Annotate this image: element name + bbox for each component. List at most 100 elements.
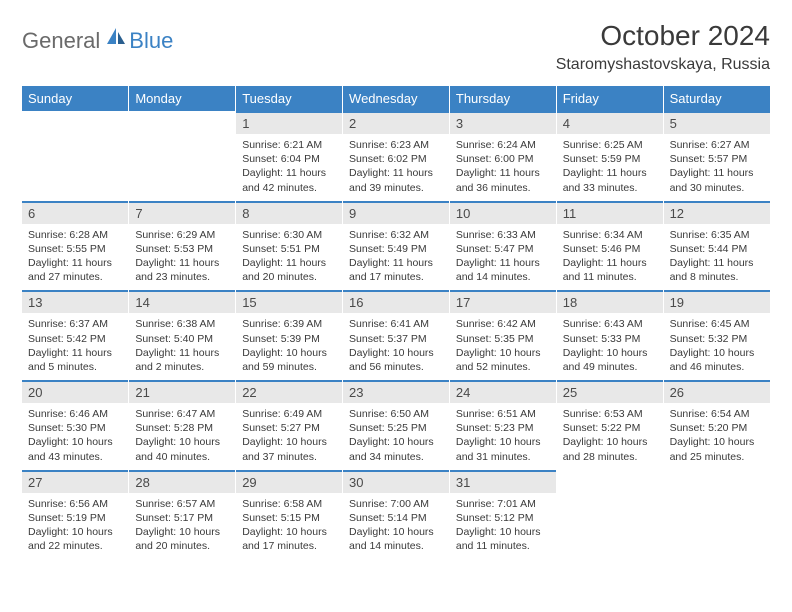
- logo-text-blue: Blue: [129, 28, 173, 54]
- day-number: 11: [557, 201, 663, 224]
- day-number: 2: [343, 111, 449, 134]
- day-number: 10: [450, 201, 556, 224]
- day-content: Sunrise: 6:50 AMSunset: 5:25 PMDaylight:…: [343, 403, 449, 470]
- calendar-day-cell: 10Sunrise: 6:33 AMSunset: 5:47 PMDayligh…: [449, 201, 556, 291]
- day-number: 6: [22, 201, 128, 224]
- day-content: Sunrise: 6:33 AMSunset: 5:47 PMDaylight:…: [450, 224, 556, 291]
- day-number: 22: [236, 380, 342, 403]
- calendar-day-cell: 5Sunrise: 6:27 AMSunset: 5:57 PMDaylight…: [663, 111, 770, 201]
- title-block: October 2024 Staromyshastovskaya, Russia: [556, 20, 770, 74]
- calendar-week-row: 20Sunrise: 6:46 AMSunset: 5:30 PMDayligh…: [22, 380, 770, 470]
- weekday-header: Saturday: [663, 86, 770, 111]
- day-number: 9: [343, 201, 449, 224]
- day-number: 28: [129, 470, 235, 493]
- calendar-day-cell: 30Sunrise: 7:00 AMSunset: 5:14 PMDayligh…: [343, 470, 450, 560]
- day-content: Sunrise: 6:47 AMSunset: 5:28 PMDaylight:…: [129, 403, 235, 470]
- day-content: Sunrise: 6:54 AMSunset: 5:20 PMDaylight:…: [664, 403, 770, 470]
- calendar-table: SundayMondayTuesdayWednesdayThursdayFrid…: [22, 86, 770, 559]
- day-number: 1: [236, 111, 342, 134]
- day-content: Sunrise: 6:25 AMSunset: 5:59 PMDaylight:…: [557, 134, 663, 201]
- day-content: Sunrise: 6:37 AMSunset: 5:42 PMDaylight:…: [22, 313, 128, 380]
- month-title: October 2024: [556, 20, 770, 52]
- day-content: Sunrise: 6:28 AMSunset: 5:55 PMDaylight:…: [22, 224, 128, 291]
- calendar-day-cell: 15Sunrise: 6:39 AMSunset: 5:39 PMDayligh…: [236, 290, 343, 380]
- calendar-day-cell: 27Sunrise: 6:56 AMSunset: 5:19 PMDayligh…: [22, 470, 129, 560]
- day-content: Sunrise: 6:46 AMSunset: 5:30 PMDaylight:…: [22, 403, 128, 470]
- calendar-day-cell: 16Sunrise: 6:41 AMSunset: 5:37 PMDayligh…: [343, 290, 450, 380]
- location: Staromyshastovskaya, Russia: [556, 56, 770, 74]
- day-content: Sunrise: 6:51 AMSunset: 5:23 PMDaylight:…: [450, 403, 556, 470]
- calendar-day-cell: 25Sunrise: 6:53 AMSunset: 5:22 PMDayligh…: [556, 380, 663, 470]
- calendar-week-row: 13Sunrise: 6:37 AMSunset: 5:42 PMDayligh…: [22, 290, 770, 380]
- calendar-day-cell: 29Sunrise: 6:58 AMSunset: 5:15 PMDayligh…: [236, 470, 343, 560]
- calendar-day-cell: 2Sunrise: 6:23 AMSunset: 6:02 PMDaylight…: [343, 111, 450, 201]
- calendar-day-cell: 19Sunrise: 6:45 AMSunset: 5:32 PMDayligh…: [663, 290, 770, 380]
- calendar-day-cell: 14Sunrise: 6:38 AMSunset: 5:40 PMDayligh…: [129, 290, 236, 380]
- day-number: 18: [557, 290, 663, 313]
- day-content: Sunrise: 7:00 AMSunset: 5:14 PMDaylight:…: [343, 493, 449, 560]
- day-number: 21: [129, 380, 235, 403]
- header: General Blue October 2024 Staromyshastov…: [22, 20, 770, 74]
- calendar-body: 1Sunrise: 6:21 AMSunset: 6:04 PMDaylight…: [22, 111, 770, 559]
- day-content: Sunrise: 6:57 AMSunset: 5:17 PMDaylight:…: [129, 493, 235, 560]
- day-number: 15: [236, 290, 342, 313]
- day-number: 30: [343, 470, 449, 493]
- weekday-header: Friday: [556, 86, 663, 111]
- calendar-week-row: 27Sunrise: 6:56 AMSunset: 5:19 PMDayligh…: [22, 470, 770, 560]
- day-number: 24: [450, 380, 556, 403]
- calendar-day-cell: [663, 470, 770, 560]
- day-number: 8: [236, 201, 342, 224]
- calendar-day-cell: [556, 470, 663, 560]
- day-content: Sunrise: 6:34 AMSunset: 5:46 PMDaylight:…: [557, 224, 663, 291]
- day-number: 29: [236, 470, 342, 493]
- day-content: Sunrise: 6:53 AMSunset: 5:22 PMDaylight:…: [557, 403, 663, 470]
- day-content: Sunrise: 6:29 AMSunset: 5:53 PMDaylight:…: [129, 224, 235, 291]
- calendar-day-cell: 17Sunrise: 6:42 AMSunset: 5:35 PMDayligh…: [449, 290, 556, 380]
- day-number: 7: [129, 201, 235, 224]
- day-number: 25: [557, 380, 663, 403]
- logo-text-general: General: [22, 28, 100, 54]
- calendar-day-cell: 12Sunrise: 6:35 AMSunset: 5:44 PMDayligh…: [663, 201, 770, 291]
- calendar-day-cell: 23Sunrise: 6:50 AMSunset: 5:25 PMDayligh…: [343, 380, 450, 470]
- calendar-day-cell: 11Sunrise: 6:34 AMSunset: 5:46 PMDayligh…: [556, 201, 663, 291]
- day-number: 13: [22, 290, 128, 313]
- day-content: Sunrise: 6:27 AMSunset: 5:57 PMDaylight:…: [664, 134, 770, 201]
- calendar-day-cell: 26Sunrise: 6:54 AMSunset: 5:20 PMDayligh…: [663, 380, 770, 470]
- day-number: 20: [22, 380, 128, 403]
- calendar-day-cell: 22Sunrise: 6:49 AMSunset: 5:27 PMDayligh…: [236, 380, 343, 470]
- calendar-day-cell: 6Sunrise: 6:28 AMSunset: 5:55 PMDaylight…: [22, 201, 129, 291]
- day-content: Sunrise: 6:30 AMSunset: 5:51 PMDaylight:…: [236, 224, 342, 291]
- day-number: 26: [664, 380, 770, 403]
- day-content: Sunrise: 6:49 AMSunset: 5:27 PMDaylight:…: [236, 403, 342, 470]
- calendar-day-cell: 3Sunrise: 6:24 AMSunset: 6:00 PMDaylight…: [449, 111, 556, 201]
- day-content: Sunrise: 6:32 AMSunset: 5:49 PMDaylight:…: [343, 224, 449, 291]
- day-content: Sunrise: 6:45 AMSunset: 5:32 PMDaylight:…: [664, 313, 770, 380]
- day-number: 16: [343, 290, 449, 313]
- calendar-day-cell: 8Sunrise: 6:30 AMSunset: 5:51 PMDaylight…: [236, 201, 343, 291]
- calendar-day-cell: 28Sunrise: 6:57 AMSunset: 5:17 PMDayligh…: [129, 470, 236, 560]
- weekday-header: Monday: [129, 86, 236, 111]
- calendar-day-cell: 13Sunrise: 6:37 AMSunset: 5:42 PMDayligh…: [22, 290, 129, 380]
- calendar-week-row: 1Sunrise: 6:21 AMSunset: 6:04 PMDaylight…: [22, 111, 770, 201]
- logo-sail-icon: [105, 26, 127, 51]
- day-content: Sunrise: 6:58 AMSunset: 5:15 PMDaylight:…: [236, 493, 342, 560]
- calendar-day-cell: 31Sunrise: 7:01 AMSunset: 5:12 PMDayligh…: [449, 470, 556, 560]
- day-content: Sunrise: 6:24 AMSunset: 6:00 PMDaylight:…: [450, 134, 556, 201]
- day-content: Sunrise: 6:43 AMSunset: 5:33 PMDaylight:…: [557, 313, 663, 380]
- calendar-day-cell: [22, 111, 129, 201]
- calendar-day-cell: 9Sunrise: 6:32 AMSunset: 5:49 PMDaylight…: [343, 201, 450, 291]
- calendar-head: SundayMondayTuesdayWednesdayThursdayFrid…: [22, 86, 770, 111]
- calendar-day-cell: 4Sunrise: 6:25 AMSunset: 5:59 PMDaylight…: [556, 111, 663, 201]
- logo: General Blue: [22, 28, 173, 54]
- day-content: Sunrise: 6:41 AMSunset: 5:37 PMDaylight:…: [343, 313, 449, 380]
- day-content: Sunrise: 6:38 AMSunset: 5:40 PMDaylight:…: [129, 313, 235, 380]
- day-content: Sunrise: 7:01 AMSunset: 5:12 PMDaylight:…: [450, 493, 556, 560]
- calendar-day-cell: 20Sunrise: 6:46 AMSunset: 5:30 PMDayligh…: [22, 380, 129, 470]
- day-content: Sunrise: 6:23 AMSunset: 6:02 PMDaylight:…: [343, 134, 449, 201]
- day-content: Sunrise: 6:21 AMSunset: 6:04 PMDaylight:…: [236, 134, 342, 201]
- day-number: 19: [664, 290, 770, 313]
- weekday-header: Thursday: [449, 86, 556, 111]
- day-content: Sunrise: 6:42 AMSunset: 5:35 PMDaylight:…: [450, 313, 556, 380]
- day-number: 5: [664, 111, 770, 134]
- calendar-day-cell: 1Sunrise: 6:21 AMSunset: 6:04 PMDaylight…: [236, 111, 343, 201]
